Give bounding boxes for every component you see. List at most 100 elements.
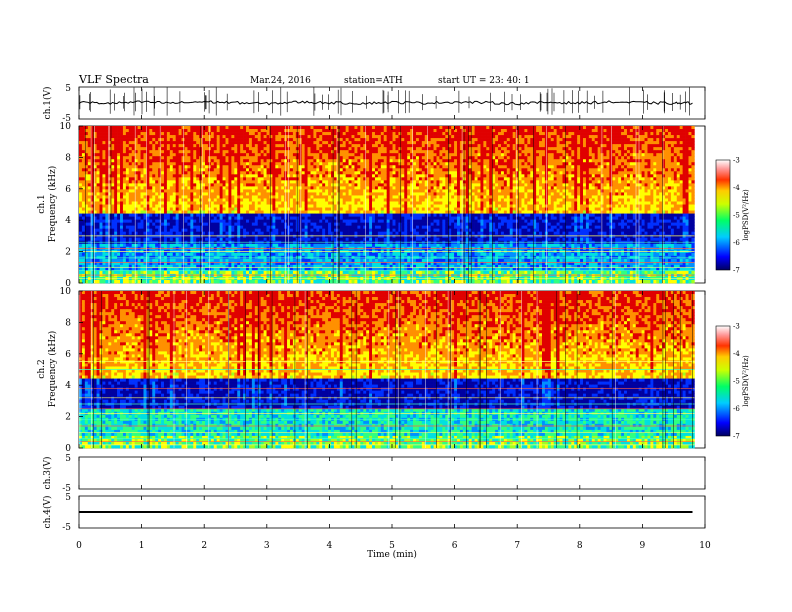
ch1-spectrogram-cell xyxy=(152,192,155,195)
ch1-spectrogram-cell xyxy=(79,165,82,168)
ch1-spectrogram-cell xyxy=(211,135,214,138)
ch1-spectrogram-cell xyxy=(196,211,199,214)
ch1-spectrogram-cell xyxy=(190,229,193,232)
ch1-spectrogram-cell xyxy=(193,129,196,132)
ch1-spectrogram-cell xyxy=(158,156,161,159)
ch1-spectrogram-cell xyxy=(202,226,205,229)
ch1-spectrogram-cell xyxy=(187,211,190,214)
ch1-spectrogram-cell xyxy=(190,201,193,204)
ch1-spectrogram-cell xyxy=(220,159,223,162)
ch1-spectrogram-cell xyxy=(114,192,117,195)
ch1-spectrogram-cell xyxy=(88,214,91,217)
ch1-spectrogram-cell xyxy=(170,186,173,189)
ch1-spectrogram-cell xyxy=(120,153,123,156)
ch1-spectrogram-cell xyxy=(193,229,196,232)
ch1-spectrogram-cell xyxy=(220,126,223,129)
ch1-spectrogram-cell xyxy=(97,144,100,147)
ch1-spectrogram-cell xyxy=(167,268,170,271)
ch1-spectrogram-cell xyxy=(100,189,103,192)
ch1-spectrogram-cell xyxy=(88,189,91,192)
ch1-spectrogram-cell xyxy=(187,174,190,177)
ch1-spectrogram-cell xyxy=(179,205,182,208)
ch1-spectrogram-cell xyxy=(120,129,123,132)
ch1-spectrogram-cell xyxy=(173,180,176,183)
ch1-spectrogram-cell xyxy=(176,280,179,283)
ch1-spectrogram-cell xyxy=(82,208,85,211)
ch1-spectrogram-cell xyxy=(211,211,214,214)
ch1-spectrogram-cell xyxy=(97,174,100,177)
ch1-spectrogram-cell xyxy=(149,171,152,174)
ch1-spectrogram-cell xyxy=(100,220,103,223)
ch1-spectrogram-cell xyxy=(102,135,105,138)
ch1-spectrogram-cell xyxy=(158,253,161,256)
ch1-spectrogram-cell xyxy=(164,171,167,174)
ch1-spectrogram-cell xyxy=(223,180,226,183)
ch1-spectrogram-cell xyxy=(82,268,85,271)
ch1-spectrogram-cell xyxy=(100,256,103,259)
ch1-spectrogram-cell xyxy=(173,192,176,195)
ch1-spectrogram-cell xyxy=(141,177,144,180)
ch1-spectrogram-cell xyxy=(143,201,146,204)
ch1-spectrogram-cell xyxy=(164,268,167,271)
ch1-spectrogram-cell xyxy=(217,195,220,198)
ch1-spectrogram-cell xyxy=(173,256,176,259)
ch1-spectrogram-cell xyxy=(193,141,196,144)
ch1-spectrogram-cell xyxy=(120,232,123,235)
ch1-spectrogram-cell xyxy=(167,183,170,186)
ch1-spectrogram-cell xyxy=(193,238,196,241)
ch1-spectrogram-cell xyxy=(217,186,220,189)
ch1-spectrogram-cell xyxy=(214,244,217,247)
ch1-spectrogram-cell xyxy=(123,147,126,150)
ch1-spectrogram-cell xyxy=(79,186,82,189)
ch1-spectrogram-cell xyxy=(217,180,220,183)
ch1-spectrogram-cell xyxy=(126,274,129,277)
ch1-spectrogram-cell xyxy=(217,208,220,211)
ch1-spectrogram-cell xyxy=(102,265,105,268)
ch1-spectrogram-cell xyxy=(170,135,173,138)
ch1-spectrogram-cell xyxy=(173,214,176,217)
ch1-spectrogram-cell xyxy=(205,238,208,241)
ch1-spectrogram-cell xyxy=(88,147,91,150)
ch1-spectrogram-cell xyxy=(82,186,85,189)
ch1-spectrogram-cell xyxy=(114,268,117,271)
ch1-spectrogram-cell xyxy=(82,232,85,235)
ch1-spectrogram-cell xyxy=(88,217,91,220)
ch1-spectrogram-cell xyxy=(132,162,135,165)
ch1-spectrogram-cell xyxy=(132,156,135,159)
ch1-spectrogram-cell xyxy=(114,244,117,247)
ch1-spectrogram-cell xyxy=(184,186,187,189)
ch1-spectrogram-cell xyxy=(141,165,144,168)
ch1-spectrogram-cell xyxy=(173,229,176,232)
ch1-spectrogram-cell xyxy=(155,129,158,132)
ch1-spectrogram-cell xyxy=(152,244,155,247)
ch1-spectrogram-cell xyxy=(193,132,196,135)
ch1-spectrogram-cell xyxy=(193,208,196,211)
ch1-spectrogram-cell xyxy=(79,208,82,211)
ch1-spectrogram-cell xyxy=(138,162,141,165)
ch1-spectrogram-cell xyxy=(120,226,123,229)
ch1-spectrogram-cell xyxy=(161,168,164,171)
ch1-spectrogram-cell xyxy=(202,195,205,198)
ch1-spectrogram-cell xyxy=(132,280,135,283)
ch1-spectrogram-cell xyxy=(179,280,182,283)
ch1-spectrogram-cell xyxy=(126,223,129,226)
ch1-spectrogram-cell xyxy=(132,238,135,241)
ch1-spectrogram-cell xyxy=(141,244,144,247)
ch1-spectrogram-cell xyxy=(211,141,214,144)
ch1-spectrogram-cell xyxy=(202,147,205,150)
ch1-spectrogram-cell xyxy=(143,214,146,217)
ch1-spectrogram-cell xyxy=(138,183,141,186)
ch1-spectrogram-cell xyxy=(123,189,126,192)
ch1-spectrogram-cell xyxy=(152,223,155,226)
ch1-spectrogram-cell xyxy=(143,271,146,274)
ch1-spectrogram-cell xyxy=(190,171,193,174)
ch1-spectrogram-cell xyxy=(102,129,105,132)
ch1-spectrogram-cell xyxy=(149,226,152,229)
ch1-spectrogram-cell xyxy=(161,198,164,201)
ch1-spectrogram-cell xyxy=(211,253,214,256)
ch1-spectrogram-cell xyxy=(196,235,199,238)
ch1-spectrogram-cell xyxy=(129,195,132,198)
ch1-spectrogram-cell xyxy=(120,265,123,268)
ch1-spectrogram-cell xyxy=(196,259,199,262)
ch1-spectrogram-cell xyxy=(179,195,182,198)
